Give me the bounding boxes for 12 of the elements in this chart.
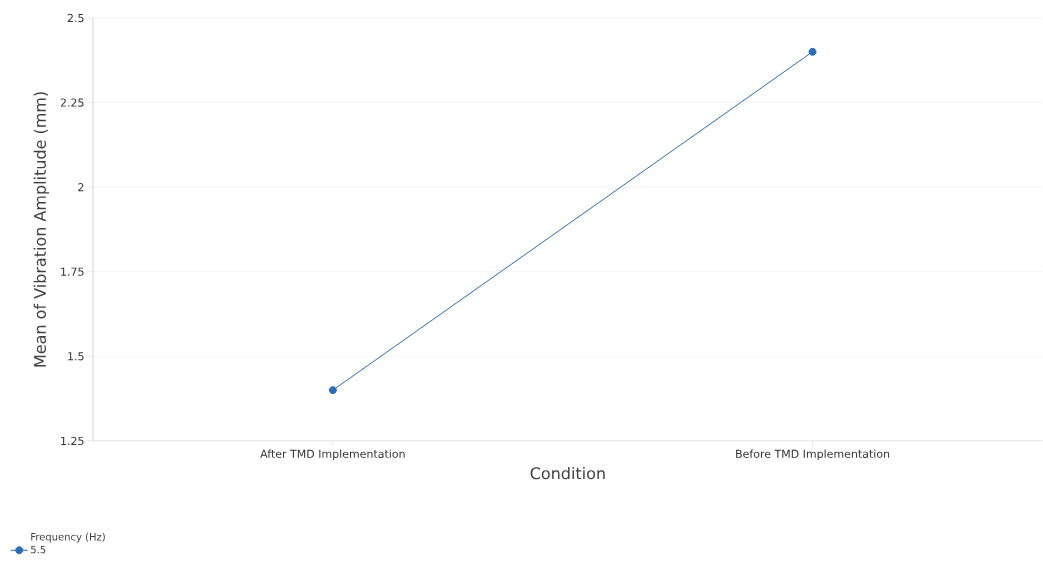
legend-label: 5.5 xyxy=(31,545,46,554)
y-tick-label: 2 xyxy=(78,183,84,192)
y-tick-label: 2.25 xyxy=(60,98,84,107)
y-axis-title: Mean of Vibration Amplitude (mm) xyxy=(33,92,50,367)
x-axis-title: Condition xyxy=(530,467,605,480)
y-tick-label: 1.25 xyxy=(61,436,84,446)
y-tick-label: 2.5 xyxy=(67,13,84,23)
x-tick-label: After TMD Implementation xyxy=(260,449,405,461)
legend-title: Frequency (Hz) xyxy=(31,532,105,543)
x-tick-label: Before TMD Implementation xyxy=(736,449,890,461)
y-tick-label: 1.5 xyxy=(68,352,84,361)
y-tick-label: 1.75 xyxy=(61,267,84,276)
